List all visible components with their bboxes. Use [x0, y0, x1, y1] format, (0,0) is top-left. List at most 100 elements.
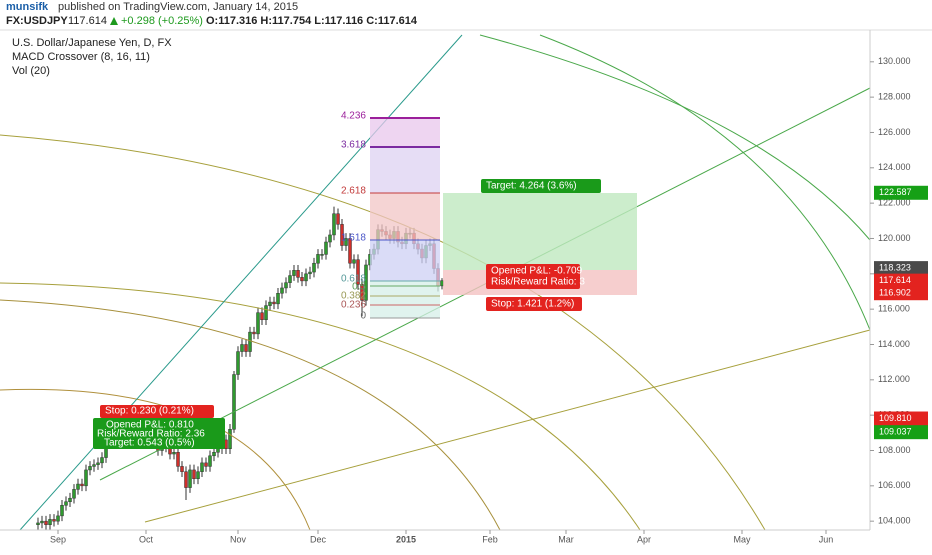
- indicator-label: Vol (20): [12, 65, 50, 77]
- stop-label: Stop: 1.421 (1.2%): [491, 299, 574, 310]
- candle-body: [324, 241, 328, 255]
- price-tag: [874, 411, 928, 426]
- candle-body: [176, 452, 180, 467]
- candle-body: [260, 312, 264, 321]
- label-box: [486, 297, 582, 311]
- candle-body: [364, 264, 368, 301]
- candle-body: [228, 429, 232, 449]
- fib-band: [370, 147, 440, 193]
- candle-body: [276, 293, 280, 305]
- candle-body: [268, 301, 272, 306]
- up-arrow: [110, 17, 118, 25]
- stop-label: Stop: 0.230 (0.21%): [105, 406, 194, 417]
- x-tick-label: May: [733, 534, 751, 544]
- candle-body: [244, 344, 248, 352]
- candle-body: [264, 305, 268, 321]
- x-tick-label: Feb: [482, 534, 498, 544]
- fib-label: 0.618: [341, 274, 366, 285]
- candle-body: [188, 469, 192, 488]
- candle-body: [236, 351, 240, 375]
- candle-body: [312, 262, 316, 273]
- drawings: 4.236 3.618 2.618 1.618 0.618 0.5 0.382 …: [0, 34, 871, 531]
- y-tick-label: 120.000: [878, 233, 911, 243]
- candle-body: [60, 505, 64, 517]
- y-tick-label: 114.000: [878, 339, 910, 349]
- y-tick-label: 124.000: [878, 162, 911, 172]
- x-tick-label: Dec: [310, 534, 327, 544]
- trend-line: [144, 329, 871, 523]
- arc: [479, 34, 871, 241]
- candle-body: [296, 270, 300, 278]
- candle-body: [340, 224, 344, 246]
- price-tag-label: 116.902: [879, 288, 911, 298]
- price-tag: [874, 425, 928, 440]
- x-tick-label: Sep: [50, 534, 66, 544]
- candle-body: [300, 277, 304, 282]
- published: published on TradingView.com, January 14…: [58, 1, 298, 13]
- price-tag: [874, 185, 928, 200]
- arc: [0, 282, 641, 531]
- label-box: [481, 179, 601, 193]
- candle-body: [40, 520, 44, 524]
- x-tick-label: Nov: [230, 534, 247, 544]
- fib-label: 3.618: [341, 140, 366, 151]
- y-tick-label: 130.000: [878, 56, 911, 66]
- candle-body: [272, 301, 276, 305]
- candle-body: [68, 497, 72, 502]
- candle-body: [212, 452, 216, 457]
- candle-body: [88, 466, 92, 471]
- x-tick-label: Mar: [558, 534, 574, 544]
- x-tick-label: Jun: [819, 534, 834, 544]
- author: munsifk: [6, 1, 49, 13]
- candle-body: [204, 462, 208, 467]
- price-tag: [874, 261, 928, 276]
- candle-body: [292, 270, 296, 276]
- price-tag-label: 109.810: [879, 413, 912, 423]
- candle-body: [184, 471, 188, 488]
- pnl-label: Opened P&L: -0.709: [491, 266, 583, 277]
- candle-body: [284, 282, 288, 289]
- candle-body: [352, 259, 356, 264]
- pnl-label: Opened P&L: 0.810: [106, 420, 194, 431]
- candle-body: [76, 483, 80, 490]
- symbol: FX:USDJPY: [6, 15, 68, 27]
- candle-body: [56, 515, 60, 522]
- fib-label: 0.5: [352, 282, 366, 293]
- candle-body: [36, 522, 40, 525]
- candle-body: [92, 464, 96, 467]
- candle-body: [96, 462, 100, 465]
- y-tick-label: 122.000: [878, 198, 911, 208]
- chart-title: U.S. Dollar/Japanese Yen, D, FX: [12, 37, 172, 49]
- ratio-label: Risk/Reward Ratio: 3: [491, 277, 585, 288]
- indicator-label: MACD Crossover (8, 16, 11): [12, 51, 150, 63]
- price-tag-label: 122.587: [879, 187, 912, 197]
- candle-body: [356, 259, 360, 285]
- candle-body: [316, 254, 320, 264]
- candle-body: [196, 471, 200, 480]
- label-box: [486, 264, 580, 289]
- x-tick-label: 2015: [396, 534, 416, 544]
- candle-body: [200, 462, 204, 472]
- candle-body: [180, 466, 184, 472]
- fib-band: [370, 118, 440, 147]
- candle-body: [344, 238, 348, 246]
- candle-body: [328, 234, 332, 243]
- candle-body: [216, 448, 220, 453]
- price-tag-label: 118.323: [879, 262, 911, 272]
- candle-body: [48, 519, 52, 525]
- candle-body: [336, 213, 340, 225]
- y-tick-label: 106.000: [878, 480, 911, 490]
- ohlc: O:117.316 H:117.754 L:117.116 C:117.614: [206, 15, 418, 27]
- candle-body: [240, 344, 244, 352]
- fib-band: [370, 281, 440, 318]
- candle-body: [44, 520, 48, 525]
- fib-label: 0.236: [341, 300, 366, 311]
- target-label: Target: 0.543 (0.5%): [104, 438, 195, 449]
- candle-body: [248, 331, 252, 352]
- y-tick-label: 128.000: [878, 92, 911, 102]
- candle-body: [72, 489, 76, 499]
- candle-body: [80, 483, 84, 487]
- label-box: [100, 405, 214, 418]
